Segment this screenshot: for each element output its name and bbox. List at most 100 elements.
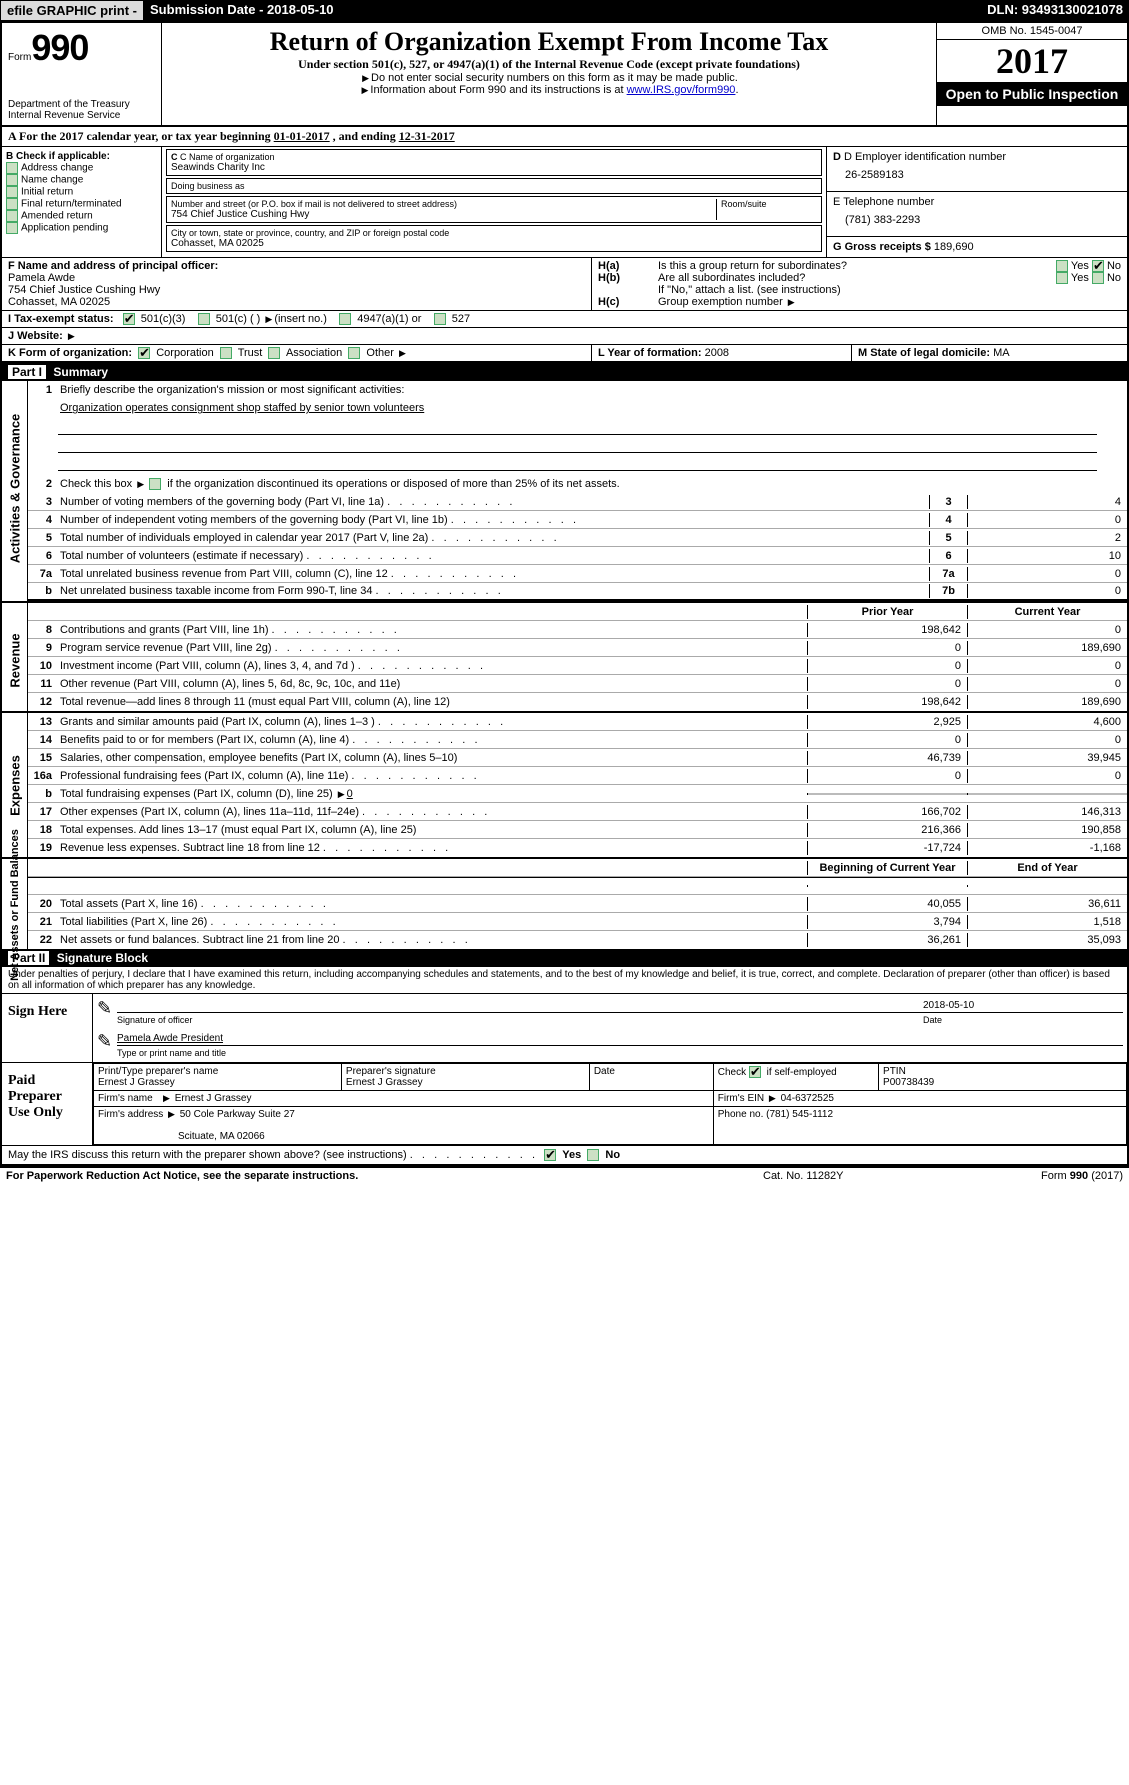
- l5-val: 2: [967, 531, 1127, 545]
- box-b-label: B Check if applicable:: [6, 151, 157, 162]
- checkbox-corp[interactable]: [138, 347, 150, 359]
- l16b-num: b: [28, 788, 56, 800]
- l17-desc: Other expenses (Part IX, column (A), lin…: [56, 805, 807, 819]
- l1-val: Organization operates consignment shop s…: [56, 401, 1127, 415]
- prep-ptin: P00738439: [883, 1077, 1122, 1088]
- checkbox-501c3[interactable]: [123, 313, 135, 325]
- checkbox-name-change[interactable]: [6, 174, 18, 186]
- opt-corp: Corporation: [156, 347, 213, 359]
- box-h: H(a) Is this a group return for subordin…: [592, 258, 1127, 310]
- l16a-c: 0: [967, 769, 1127, 783]
- l7a-val: 0: [967, 567, 1127, 581]
- prep-h1: Print/Type preparer's name: [98, 1066, 337, 1077]
- l6-desc: Total number of volunteers (estimate if …: [56, 549, 929, 563]
- l8-num: 8: [28, 624, 56, 636]
- sig-date: 2018-05-10: [923, 1000, 1123, 1011]
- checkbox-assoc[interactable]: [268, 347, 280, 359]
- arrow-icon: [360, 72, 371, 84]
- hdr-begin: Beginning of Current Year: [807, 861, 967, 875]
- part1-header: Part I Summary: [2, 363, 1127, 381]
- checkbox-discontinued[interactable]: [149, 478, 161, 490]
- l18-p: 216,366: [807, 823, 967, 837]
- row-l: L Year of formation: 2008: [592, 345, 852, 361]
- hb-no: No: [1107, 272, 1121, 284]
- checkbox-final-return[interactable]: [6, 198, 18, 210]
- checkbox-other[interactable]: [348, 347, 360, 359]
- efile-button[interactable]: efile GRAPHIC print -: [0, 0, 144, 21]
- opt-insertno: (insert no.): [274, 313, 327, 325]
- checkbox-527[interactable]: [434, 313, 446, 325]
- l10-desc: Investment income (Part VIII, column (A)…: [56, 659, 807, 673]
- dept-line2: Internal Revenue Service: [8, 110, 155, 121]
- l16a-p: 0: [807, 769, 967, 783]
- row-i: I Tax-exempt status: 501(c)(3) 501(c) ( …: [2, 311, 1127, 328]
- officer-label: F Name and address of principal officer:: [8, 260, 218, 272]
- checkbox-app-pending[interactable]: [6, 222, 18, 234]
- l2-num: 2: [28, 478, 56, 490]
- checkbox-amended[interactable]: [6, 210, 18, 222]
- l6-val: 10: [967, 549, 1127, 563]
- checkbox-self-employed[interactable]: [749, 1066, 761, 1078]
- l11-p: 0: [807, 677, 967, 691]
- l7a-desc: Total unrelated business revenue from Pa…: [56, 567, 929, 581]
- l16a-desc: Professional fundraising fees (Part IX, …: [56, 769, 807, 783]
- officer-print-name: Pamela Awde President: [117, 1033, 223, 1044]
- checkbox-discuss-no[interactable]: [587, 1149, 599, 1161]
- page-footer: For Paperwork Reduction Act Notice, see …: [0, 1166, 1129, 1184]
- row-k-label: K Form of organization:: [8, 347, 132, 359]
- row-l-label: L Year of formation:: [598, 347, 702, 359]
- l20-desc: Total assets (Part X, line 16): [56, 897, 807, 911]
- l18-desc: Total expenses. Add lines 13–17 (must eq…: [56, 823, 807, 837]
- l9-desc: Program service revenue (Part VIII, line…: [56, 641, 807, 655]
- hc-label: H(c): [598, 296, 658, 308]
- l14-desc: Benefits paid to or for members (Part IX…: [56, 733, 807, 747]
- row-j: J Website:: [2, 328, 1127, 345]
- opt-initial-return: Initial return: [21, 187, 73, 198]
- checkbox-initial-return[interactable]: [6, 186, 18, 198]
- arrow-icon: [336, 788, 347, 800]
- opt-trust: Trust: [238, 347, 263, 359]
- row-a-label: A For the 2017 calendar year, or tax yea…: [8, 129, 274, 143]
- opt-assoc: Association: [286, 347, 342, 359]
- checkbox-hb-yes[interactable]: [1056, 272, 1068, 284]
- checkbox-ha-no[interactable]: [1092, 260, 1104, 272]
- l19-c: -1,168: [967, 841, 1127, 855]
- part1-num: Part I: [8, 365, 46, 379]
- l17-num: 17: [28, 806, 56, 818]
- l6-num: 6: [28, 550, 56, 562]
- checkbox-hb-no[interactable]: [1092, 272, 1104, 284]
- checkbox-501c[interactable]: [198, 313, 210, 325]
- checkbox-address-change[interactable]: [6, 162, 18, 174]
- l16b-desc: Total fundraising expenses (Part IX, col…: [60, 788, 333, 800]
- l10-c: 0: [967, 659, 1127, 673]
- paid-preparer-label: Paid Preparer Use Only: [2, 1063, 92, 1145]
- l3-val: 4: [967, 495, 1127, 509]
- row-i-label: I Tax-exempt status:: [8, 313, 114, 325]
- hdr-end: End of Year: [967, 861, 1127, 875]
- prep-h4: Check if self-employed: [718, 1067, 837, 1078]
- checkbox-trust[interactable]: [220, 347, 232, 359]
- form-header: Form990 Department of the Treasury Inter…: [2, 23, 1127, 127]
- irs-link[interactable]: www.IRS.gov/form990: [627, 84, 736, 96]
- checkbox-ha-yes[interactable]: [1056, 260, 1068, 272]
- l16b-val: 0: [347, 788, 353, 800]
- firm-label: Firm's name: [98, 1093, 153, 1104]
- tel-label: E Telephone number: [833, 196, 934, 208]
- open-inspection: Open to Public Inspection: [937, 82, 1127, 106]
- l20-num: 20: [28, 898, 56, 910]
- part1-title: Summary: [53, 365, 108, 379]
- arrow-icon: [135, 478, 146, 490]
- l11-num: 11: [28, 678, 56, 690]
- hb-note: If "No," attach a list. (see instruction…: [598, 284, 1121, 296]
- row-a: A For the 2017 calendar year, or tax yea…: [2, 127, 1127, 147]
- footer-mid: Cat. No. 11282Y: [763, 1170, 963, 1182]
- l12-num: 12: [28, 696, 56, 708]
- firm-name: Ernest J Grassey: [175, 1093, 252, 1104]
- firm-addr-label: Firm's address: [98, 1109, 163, 1120]
- row-m: M State of legal domicile: MA: [852, 345, 1127, 361]
- checkbox-discuss-yes[interactable]: [544, 1149, 556, 1161]
- l14-p: 0: [807, 733, 967, 747]
- l7b-num: b: [28, 585, 56, 597]
- checkbox-4947[interactable]: [339, 313, 351, 325]
- box-c: C C Name of organization Seawinds Charit…: [162, 147, 827, 257]
